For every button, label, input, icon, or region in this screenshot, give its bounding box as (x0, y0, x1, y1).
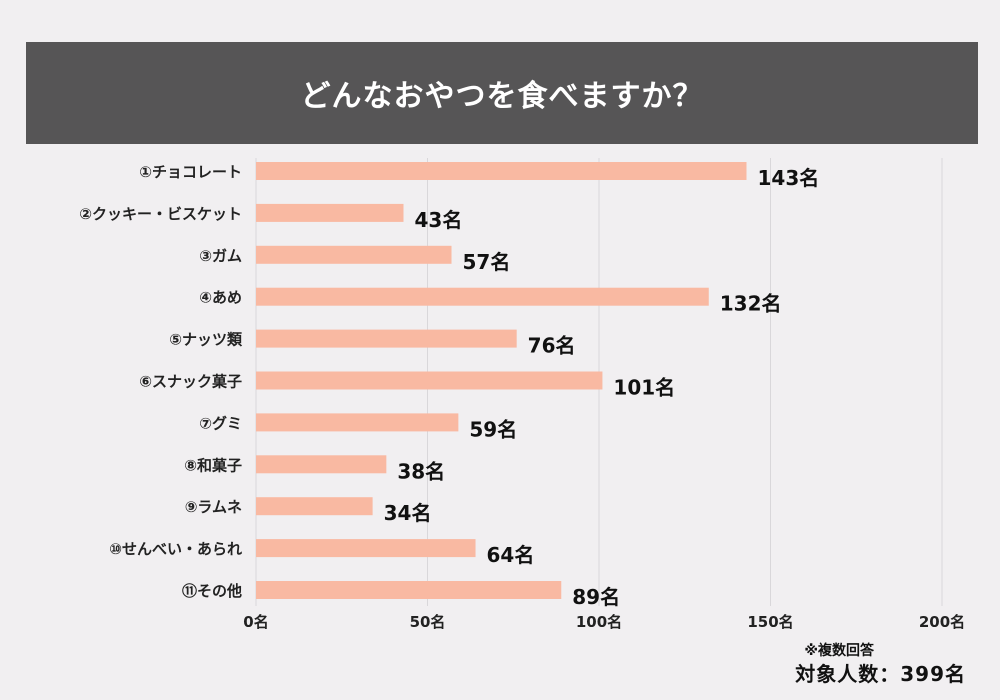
bar (256, 203, 404, 222)
x-tick-label: 200名 (919, 613, 965, 631)
value-label: 38名 (397, 459, 445, 483)
bar (256, 497, 373, 516)
value-label: 57名 (463, 250, 511, 274)
value-label: 101名 (613, 376, 675, 400)
category-label: ⑨ラムネ (185, 498, 242, 516)
category-label: ⑤ナッツ類 (169, 331, 243, 349)
bar (256, 413, 459, 432)
bar (256, 287, 709, 306)
x-tick-label: 100名 (576, 613, 622, 631)
value-label: 59名 (469, 417, 517, 441)
bar (256, 581, 562, 599)
x-tick-label: 150名 (747, 613, 793, 631)
value-label: 43名 (414, 208, 462, 232)
category-label: ⑧和菓子 (184, 456, 242, 474)
category-label: ⑦グミ (199, 414, 242, 432)
title-banner: どんなおやつを食べますか？ (26, 42, 978, 144)
footnote: ※複数回答 (804, 643, 874, 659)
value-label: 89名 (572, 585, 620, 609)
value-label: 132名 (720, 292, 782, 316)
bar (256, 162, 747, 180)
value-label: 143名 (757, 166, 819, 190)
x-tick-label: 50名 (410, 613, 446, 631)
category-label: ⑩せんべい・あられ (109, 540, 242, 558)
bar (256, 539, 476, 558)
category-label: ⑪その他 (182, 582, 242, 600)
total-respondents: 対象人数：399名 (795, 662, 966, 686)
value-label: 64名 (487, 543, 535, 567)
chart-title: どんなおやつを食べますか？ (300, 79, 704, 114)
bar (256, 455, 387, 474)
value-label: 76名 (528, 334, 576, 358)
value-label: 34名 (384, 501, 432, 525)
category-label: ②クッキー・ビスケット (79, 205, 242, 223)
bar (256, 371, 603, 390)
bar (256, 245, 452, 264)
category-label: ①チョコレート (139, 163, 242, 181)
category-label: ④あめ (199, 289, 242, 307)
category-label: ⑥スナック菓子 (139, 373, 242, 391)
x-tick-label: 0名 (243, 613, 268, 631)
category-label: ③ガム (199, 247, 242, 265)
bar (256, 329, 517, 348)
